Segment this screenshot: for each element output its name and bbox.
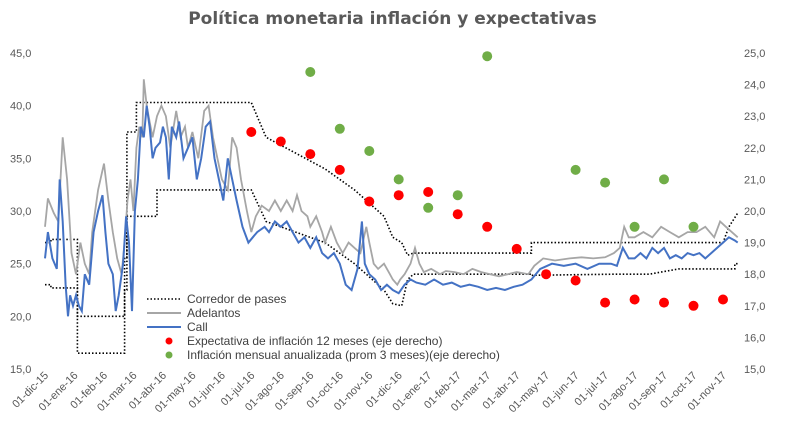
corridor-upper-line [45, 101, 739, 318]
expectation-point [718, 294, 728, 305]
inflation-point [305, 67, 316, 77]
inflation-point [629, 221, 640, 232]
expectation-point [600, 297, 611, 308]
expectation-point [423, 187, 434, 197]
inflation-point [393, 174, 404, 185]
plot-series [44, 51, 739, 355]
legend-label: Inflación mensual anualizada (prom 3 mes… [187, 348, 500, 362]
inflation-point [570, 164, 581, 175]
y-right-tick-label: 21,0 [744, 174, 765, 186]
expectation-point [393, 190, 404, 201]
y-right-tick-label: 17,0 [744, 301, 765, 313]
legend-label: Corredor de pases [187, 292, 286, 306]
y-right-tick-label: 19,0 [744, 238, 765, 250]
expectation-point [688, 300, 699, 311]
chart-title: Política monetaria inflación y expectati… [188, 9, 597, 29]
expectation-point [275, 136, 286, 147]
y-left-tick-label: 30,0 [10, 206, 31, 218]
left-axis-ticks: 15,0 20,0 25,0 30,0 35,0 40,0 45,0 [10, 48, 31, 376]
inflation-point [364, 146, 375, 156]
expectation-point [364, 196, 375, 207]
inflation-point [659, 174, 669, 185]
expectation-point [511, 243, 522, 254]
corridor-lower-line [45, 189, 738, 355]
inflation-point [452, 190, 463, 201]
x-axis-ticks: 01-dic-1501-ene-1601-feb-1601-mar-1601-a… [10, 370, 729, 416]
y-right-tick-label: 22,0 [744, 143, 765, 155]
inflation-point [600, 177, 611, 188]
legend-label: Call [187, 320, 208, 334]
y-left-tick-label: 40,0 [10, 101, 31, 113]
y-left-tick-label: 15,0 [10, 364, 31, 376]
legend-swatch-dot [165, 337, 173, 345]
y-right-tick-label: 16,0 [744, 332, 765, 344]
expectation-point [482, 221, 493, 232]
y-right-tick-label: 23,0 [744, 111, 765, 123]
adelantos-line [44, 79, 739, 287]
expectation-point [629, 294, 640, 305]
y-left-tick-label: 35,0 [10, 153, 31, 165]
legend: Corredor de pasesAdelantosCallExpectativ… [147, 292, 500, 362]
legend-label: Expectativa de inflación 12 meses (eje d… [187, 334, 442, 348]
expectation-point [246, 127, 257, 137]
y-right-tick-label: 25,0 [744, 48, 765, 60]
expectation-point [570, 275, 581, 286]
y-right-tick-label: 18,0 [744, 269, 765, 281]
expectation-point [334, 164, 345, 175]
y-left-tick-label: 20,0 [10, 311, 31, 323]
y-left-tick-label: 45,0 [10, 48, 31, 60]
y-right-tick-label: 15,0 [744, 364, 765, 376]
right-axis-ticks: 15,0 16,0 17,0 18,0 19,0 20,0 21,0 22,0 23,0 24,0… [744, 48, 765, 376]
expectation-point [659, 297, 669, 308]
y-right-tick-label: 20,0 [744, 206, 765, 218]
y-left-tick-label: 25,0 [10, 259, 31, 271]
inflation-point [688, 221, 699, 232]
expectation-point [541, 269, 552, 280]
inflation-point [334, 123, 345, 134]
inflation-point [482, 51, 493, 62]
call-line [44, 105, 739, 317]
y-right-tick-label: 24,0 [744, 80, 765, 92]
legend-label: Adelantos [187, 306, 240, 320]
inflation-point [423, 202, 434, 213]
legend-swatch-dot [165, 351, 173, 359]
expectation-point [305, 149, 316, 160]
expectation-point [452, 209, 463, 220]
